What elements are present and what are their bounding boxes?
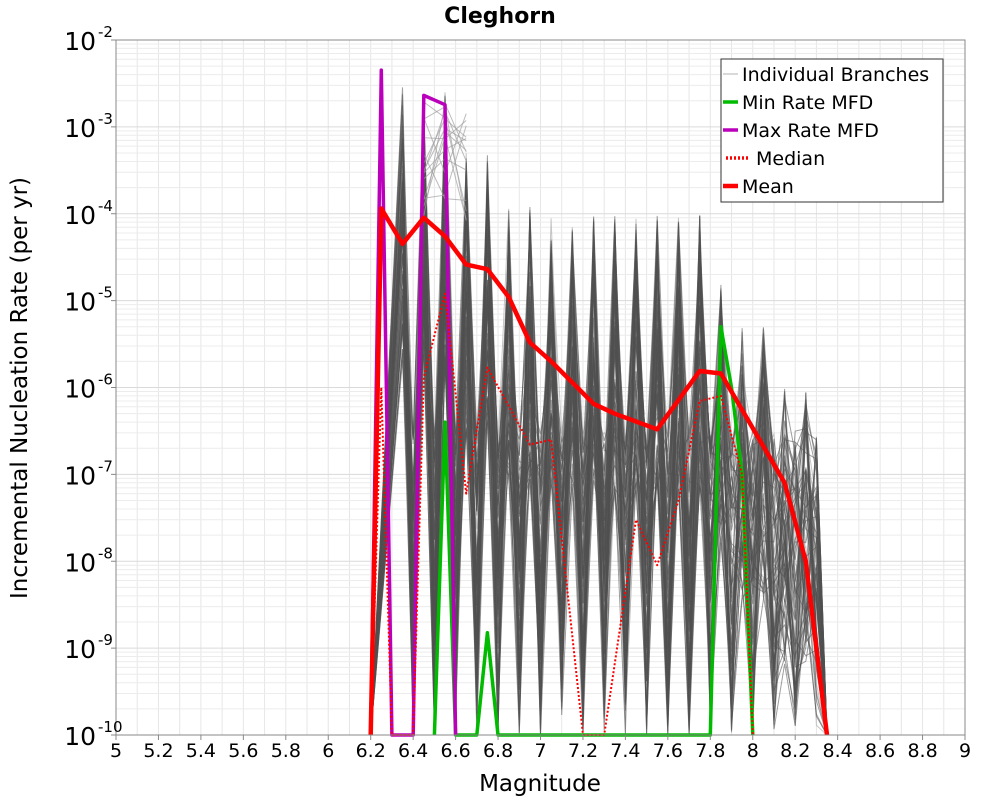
x-tick-label: 8.6	[865, 740, 895, 762]
x-tick-label: 7.2	[568, 740, 598, 762]
x-axis-ticks: 5 5.2 5.4 5.6 5.8 6 6.2 6.4 6.6 6.8 7 7.2 7.4 7.6 7.8 8…	[110, 735, 971, 762]
chart-title: Cleghorn	[444, 4, 556, 29]
branch-line	[370, 215, 828, 736]
x-tick-label: 5.4	[186, 740, 216, 762]
y-tick-base: 10	[64, 201, 96, 230]
x-tick-label: 7.4	[610, 740, 640, 762]
x-tick-label: 8.4	[823, 740, 853, 762]
legend-label: Min Rate MFD	[742, 92, 873, 114]
y-tick-base: 10	[64, 461, 96, 490]
y-tick-exponent: -7	[98, 457, 113, 475]
y-tick-base: 10	[64, 375, 96, 404]
y-tick-exponent: -9	[98, 631, 113, 649]
legend-label: Individual Branches	[742, 64, 929, 86]
x-tick-label: 5.8	[271, 740, 301, 762]
x-tick-label: 6.4	[398, 740, 428, 762]
x-axis-label: Magnitude	[479, 771, 601, 797]
y-tick-exponent: -8	[98, 544, 113, 562]
y-tick-exponent: -4	[98, 197, 113, 215]
series-mean	[368, 206, 830, 736]
y-tick-base: 10	[64, 288, 96, 317]
x-tick-label: 5	[110, 740, 122, 762]
y-tick-exponent: -10	[98, 718, 123, 736]
legend-label: Max Rate MFD	[742, 120, 879, 142]
x-tick-label: 7	[534, 740, 546, 762]
legend-label: Mean	[742, 176, 794, 198]
x-tick-label: 6.2	[356, 740, 386, 762]
x-tick-label: 7.8	[695, 740, 725, 762]
y-tick-exponent: -3	[98, 110, 113, 128]
branch-line	[370, 176, 828, 736]
y-axis-label: Incremental Nucleation Rate (per yr)	[7, 177, 33, 599]
y-tick-base: 10	[64, 114, 96, 143]
legend-box	[720, 58, 944, 203]
legend-label: Median	[756, 148, 825, 170]
x-tick-label: 8.8	[907, 740, 937, 762]
individual-branches-band	[370, 87, 828, 736]
x-tick-label: 5.2	[143, 740, 173, 762]
y-tick-base: 10	[64, 635, 96, 664]
x-tick-label: 7.6	[653, 740, 683, 762]
x-tick-label: 8	[747, 740, 759, 762]
y-tick-base: 10	[64, 722, 96, 751]
legend: Individual Branches Min Rate MFD Max Rate …	[720, 58, 944, 203]
x-tick-label: 9	[959, 740, 971, 762]
x-tick-label: 6.6	[440, 740, 470, 762]
y-tick-base: 10	[64, 27, 96, 56]
x-tick-label: 6.8	[483, 740, 513, 762]
y-tick-base: 10	[64, 548, 96, 577]
x-tick-label: 8.2	[780, 740, 810, 762]
branch-line	[370, 148, 828, 736]
y-tick-exponent: -6	[98, 371, 113, 389]
y-tick-exponent: -2	[98, 23, 113, 41]
branch-line	[370, 108, 828, 736]
x-tick-label: 5.6	[228, 740, 258, 762]
branch-line	[370, 219, 828, 736]
y-tick-exponent: -5	[98, 284, 113, 302]
x-tick-label: 6	[322, 740, 334, 762]
branch-line	[370, 142, 828, 736]
